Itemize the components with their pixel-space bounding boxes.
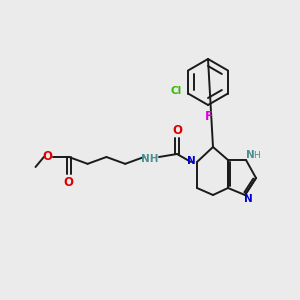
Text: N: N [244, 194, 252, 204]
Text: F: F [205, 110, 213, 122]
Text: H: H [254, 151, 260, 160]
Text: NH: NH [141, 154, 159, 164]
Text: N: N [187, 156, 195, 166]
Text: N: N [246, 150, 254, 160]
Text: O: O [43, 149, 53, 163]
Text: Cl: Cl [170, 86, 182, 97]
Text: O: O [172, 124, 182, 136]
Text: O: O [64, 176, 74, 188]
